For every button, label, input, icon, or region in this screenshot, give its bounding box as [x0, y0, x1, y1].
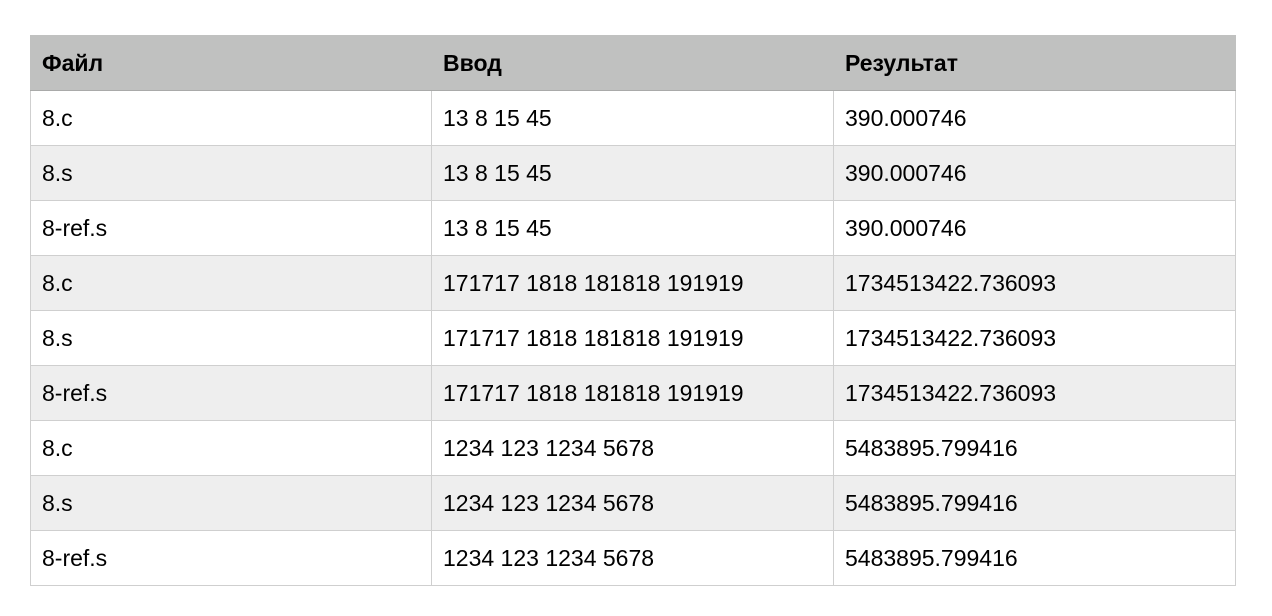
table-header-row: Файл Ввод Результат: [30, 35, 1236, 91]
header-file: Файл: [30, 35, 432, 91]
results-table: Файл Ввод Результат 8.c 13 8 15 45 390.0…: [30, 35, 1236, 586]
cell-file: 8.c: [30, 90, 432, 146]
cell-result: 5483895.799416: [833, 475, 1236, 531]
table-row: 8.s 13 8 15 45 390.000746: [30, 145, 1236, 201]
cell-input: 171717 1818 181818 191919: [431, 365, 834, 421]
cell-file: 8.s: [30, 310, 432, 366]
table-row: 8-ref.s 13 8 15 45 390.000746: [30, 200, 1236, 256]
cell-result: 5483895.799416: [833, 420, 1236, 476]
cell-file: 8.s: [30, 145, 432, 201]
table-row: 8.c 1234 123 1234 5678 5483895.799416: [30, 420, 1236, 476]
cell-input: 171717 1818 181818 191919: [431, 255, 834, 311]
cell-result: 1734513422.736093: [833, 255, 1236, 311]
cell-result: 390.000746: [833, 200, 1236, 256]
table-row: 8-ref.s 171717 1818 181818 191919 173451…: [30, 365, 1236, 421]
cell-file: 8.c: [30, 420, 432, 476]
table-row: 8.s 171717 1818 181818 191919 1734513422…: [30, 310, 1236, 366]
results-table-container: Файл Ввод Результат 8.c 13 8 15 45 390.0…: [30, 35, 1236, 586]
cell-file: 8-ref.s: [30, 200, 432, 256]
header-input: Ввод: [431, 35, 834, 91]
cell-result: 390.000746: [833, 90, 1236, 146]
cell-input: 171717 1818 181818 191919: [431, 310, 834, 366]
table-row: 8.s 1234 123 1234 5678 5483895.799416: [30, 475, 1236, 531]
cell-input: 1234 123 1234 5678: [431, 530, 834, 586]
table-row: 8.c 171717 1818 181818 191919 1734513422…: [30, 255, 1236, 311]
cell-result: 390.000746: [833, 145, 1236, 201]
cell-result: 5483895.799416: [833, 530, 1236, 586]
cell-input: 1234 123 1234 5678: [431, 475, 834, 531]
cell-input: 1234 123 1234 5678: [431, 420, 834, 476]
cell-file: 8-ref.s: [30, 365, 432, 421]
cell-file: 8.c: [30, 255, 432, 311]
cell-input: 13 8 15 45: [431, 200, 834, 256]
cell-result: 1734513422.736093: [833, 310, 1236, 366]
cell-input: 13 8 15 45: [431, 90, 834, 146]
table-row: 8.c 13 8 15 45 390.000746: [30, 90, 1236, 146]
cell-file: 8.s: [30, 475, 432, 531]
header-result: Результат: [833, 35, 1236, 91]
cell-file: 8-ref.s: [30, 530, 432, 586]
cell-input: 13 8 15 45: [431, 145, 834, 201]
cell-result: 1734513422.736093: [833, 365, 1236, 421]
table-row: 8-ref.s 1234 123 1234 5678 5483895.79941…: [30, 530, 1236, 586]
